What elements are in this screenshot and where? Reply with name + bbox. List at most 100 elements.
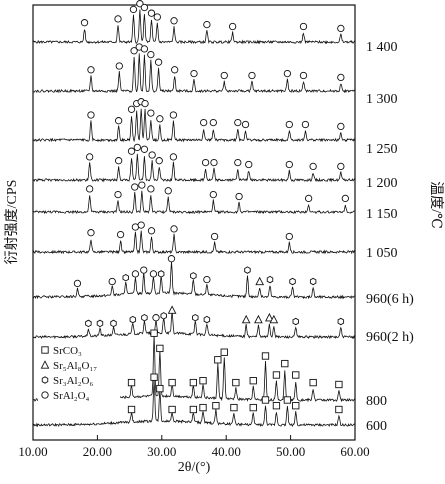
peak-marker-8-11 (272, 371, 281, 379)
peak-marker-3-10 (234, 158, 242, 167)
peak-marker-4-5 (164, 187, 172, 195)
peak-marker-8-8 (232, 378, 240, 387)
peak-marker-6-1 (108, 277, 116, 286)
legend-marker-square (41, 346, 49, 354)
peak-marker-2-12 (241, 120, 250, 129)
temperature-label-4: 1 150 (366, 207, 398, 222)
peak-marker-5-7 (285, 232, 293, 241)
peak-marker-6-12 (266, 275, 274, 284)
legend: SrCO₃ Sr₅Al₈O₁₇ Sr₃Al₂O₆ SrAl₂O₄ (38, 342, 120, 406)
peak-marker-7-12 (265, 312, 274, 322)
peak-marker-4-4 (147, 185, 155, 193)
series-line-3 (32, 153, 356, 183)
peak-marker-7-14 (292, 317, 299, 326)
series-line-7 (32, 311, 356, 340)
peak-marker-6-0 (73, 279, 82, 288)
x-axis-title: 2θ/(°) (178, 460, 211, 475)
peak-marker-7-15 (337, 317, 345, 326)
marker-layer (73, 0, 349, 414)
peak-marker-0-9 (228, 22, 237, 31)
peak-marker-9-10 (272, 402, 281, 410)
peak-marker-3-5 (148, 151, 156, 159)
peak-marker-7-8 (192, 313, 199, 322)
y-axis-title: 衍射强度/CPS (4, 180, 20, 265)
peak-marker-2-11 (234, 118, 242, 127)
peak-marker-1-1 (115, 62, 123, 70)
peak-marker-9-12 (292, 402, 300, 410)
plot-frame (32, 4, 356, 441)
peak-marker-2-8 (169, 111, 178, 119)
peak-marker-3-1 (115, 157, 123, 165)
peak-marker-9-4 (189, 405, 198, 414)
legend-label-3: SrAl₂O₄ (53, 390, 90, 402)
peak-marker-9-9 (261, 396, 270, 404)
peak-marker-7-11 (254, 314, 263, 324)
peak-marker-9-2 (156, 384, 164, 393)
peak-marker-1-11 (283, 69, 292, 78)
peak-marker-1-5 (147, 50, 155, 59)
series-line-4 (32, 190, 356, 215)
x-tick-label-5: 60.00 (340, 444, 369, 459)
peak-marker-0-0 (80, 19, 89, 27)
peak-marker-4-2 (131, 183, 139, 191)
peak-marker-1-6 (154, 58, 163, 66)
peak-marker-0-7 (170, 17, 178, 25)
peak-marker-9-6 (212, 402, 220, 410)
peak-marker-4-6 (209, 190, 217, 199)
peak-marker-0-5 (147, 9, 156, 17)
peak-marker-7-6 (160, 312, 167, 320)
peak-marker-1-4 (140, 45, 149, 53)
peak-marker-7-2 (110, 319, 117, 328)
peak-marker-1-13 (337, 73, 345, 82)
peak-marker-0-10 (299, 22, 308, 31)
series-line-1 (32, 53, 356, 94)
peak-marker-8-5 (199, 377, 207, 385)
peak-marker-1-8 (190, 69, 198, 78)
peak-marker-6-6 (157, 270, 165, 278)
peak-marker-8-13 (292, 371, 300, 379)
peak-marker-6-7 (167, 255, 176, 263)
peak-marker-7-9 (203, 315, 211, 324)
peak-marker-0-2 (129, 5, 138, 14)
peak-marker-8-1 (150, 329, 158, 337)
x-tick-label-3: 40.00 (212, 444, 241, 459)
peak-marker-3-2 (127, 147, 136, 155)
peak-marker-2-13 (285, 120, 293, 129)
peak-marker-1-12 (299, 71, 308, 80)
peak-marker-3-6 (155, 157, 163, 165)
peak-marker-7-7 (167, 305, 177, 314)
peak-marker-8-0 (127, 378, 136, 387)
peak-marker-4-9 (341, 194, 349, 203)
peak-marker-7-10 (241, 314, 251, 324)
peak-marker-4-0 (86, 185, 94, 193)
peak-marker-8-2 (156, 344, 164, 353)
temperature-label-0: 1 400 (366, 40, 398, 55)
peak-marker-8-10 (261, 352, 270, 360)
peak-marker-0-4 (140, 3, 149, 12)
temperature-label-7: 960(2 h) (366, 330, 414, 345)
series-layer (32, 9, 356, 428)
peak-marker-2-9 (200, 118, 208, 127)
peak-marker-4-1 (114, 190, 122, 199)
peak-marker-3-9 (210, 158, 218, 167)
peak-marker-6-4 (140, 266, 148, 274)
peak-marker-2-2 (127, 105, 136, 113)
temperature-label-3: 1 200 (366, 176, 398, 191)
peak-marker-3-8 (201, 158, 210, 167)
peak-marker-0-8 (203, 20, 211, 29)
temperature-label-1: 1 300 (366, 92, 398, 107)
peak-marker-5-4 (147, 227, 156, 235)
peak-marker-0-1 (114, 15, 122, 23)
series-line-9 (32, 380, 356, 428)
peak-marker-6-2 (122, 273, 129, 282)
peak-marker-2-14 (301, 120, 310, 129)
peak-marker-6-10 (244, 266, 251, 274)
peak-marker-6-13 (289, 277, 296, 286)
peak-marker-3-13 (309, 162, 317, 171)
peak-marker-6-8 (190, 272, 197, 280)
peak-marker-5-5 (170, 225, 178, 233)
peak-marker-1-9 (220, 71, 228, 80)
peak-marker-5-0 (87, 229, 95, 237)
